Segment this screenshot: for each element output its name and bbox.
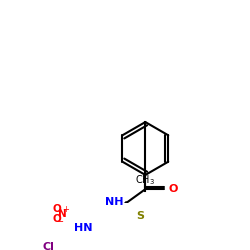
Text: HN: HN [74, 223, 92, 233]
Text: N: N [58, 209, 67, 219]
Text: CH$_3$: CH$_3$ [135, 173, 155, 187]
Text: +: + [62, 205, 69, 214]
Text: Cl: Cl [43, 242, 55, 250]
Text: −: − [56, 216, 64, 226]
Text: O: O [169, 184, 178, 194]
Text: NH: NH [106, 198, 124, 207]
Text: O: O [52, 204, 61, 214]
Text: S: S [136, 211, 144, 221]
Text: O: O [52, 214, 61, 224]
